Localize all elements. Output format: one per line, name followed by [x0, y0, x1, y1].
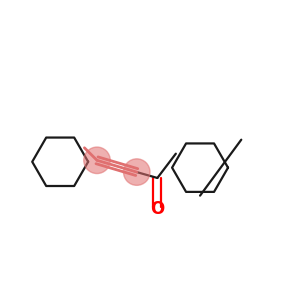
Circle shape [84, 147, 110, 174]
Circle shape [124, 159, 150, 185]
Text: O: O [150, 200, 164, 218]
